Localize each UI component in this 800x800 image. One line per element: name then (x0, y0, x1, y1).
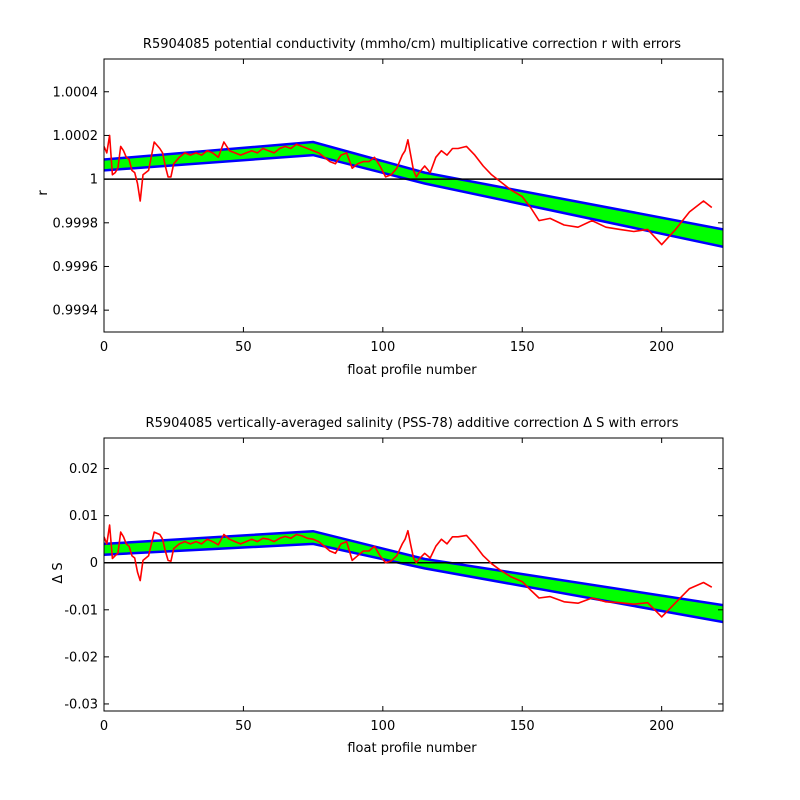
x-tick-label: 0 (100, 719, 108, 734)
chart-title: R5904085 potential conductivity (mmho/cm… (143, 37, 681, 52)
error-band-lower-edge (104, 153, 723, 249)
error-band-lower-edge (104, 542, 723, 624)
axes-frame (103, 437, 724, 712)
x-tick-label: 50 (235, 340, 252, 355)
x-tick-label: 200 (649, 340, 674, 355)
y-tick-label: -0.01 (64, 603, 98, 618)
y-tick-label: -0.03 (64, 697, 98, 712)
x-axis-label: float profile number (347, 363, 477, 378)
ticks-layer: 0 50 100 150 200 0.9994 0.9996 0.9998 1 1.0002 1.0… (53, 58, 724, 355)
plot-layer (104, 134, 723, 249)
x-tick-label: 200 (649, 719, 674, 734)
x-tick-label: 0 (100, 340, 108, 355)
y-tick-label: 0.9998 (53, 216, 99, 231)
chart-title: R5904085 vertically-averaged salinity (P… (146, 416, 679, 431)
y-tick-label: 0.9994 (53, 304, 99, 319)
x-tick-label: 50 (235, 719, 252, 734)
x-axis-label: float profile number (347, 741, 477, 756)
x-tick-label: 100 (370, 340, 395, 355)
error-band-upper-edge (104, 529, 723, 607)
x-tick-label: 150 (510, 719, 535, 734)
x-tick-label: 100 (370, 719, 395, 734)
y-tick-label: 1.0004 (53, 85, 99, 100)
salinity-correction-panel: R5904085 vertically-averaged salinity (P… (51, 416, 724, 756)
y-tick-label: 1.0002 (53, 129, 99, 144)
y-tick-label: -0.02 (64, 650, 98, 665)
plot-layer (104, 524, 723, 624)
ticks-layer: 0 50 100 150 200 -0.03 -0.02 -0.01 0 0.01 0.02 (64, 437, 724, 734)
y-tick-label: 1 (90, 173, 98, 188)
y-tick-label: 0 (90, 556, 98, 571)
x-tick-label: 150 (510, 340, 535, 355)
raw-correction-line (104, 524, 713, 618)
conductivity-correction-panel: R5904085 potential conductivity (mmho/cm… (36, 37, 724, 378)
raw-correction-line (104, 134, 713, 246)
plot-area (104, 134, 723, 249)
axes-frame (103, 58, 724, 333)
y-axis-label: r (36, 190, 51, 196)
y-tick-label: 0.01 (69, 509, 98, 524)
y-tick-label: 0.9996 (53, 260, 99, 275)
y-tick-label: 0.02 (69, 462, 98, 477)
y-axis-label: Δ S (51, 562, 66, 583)
plot-area (104, 524, 723, 624)
